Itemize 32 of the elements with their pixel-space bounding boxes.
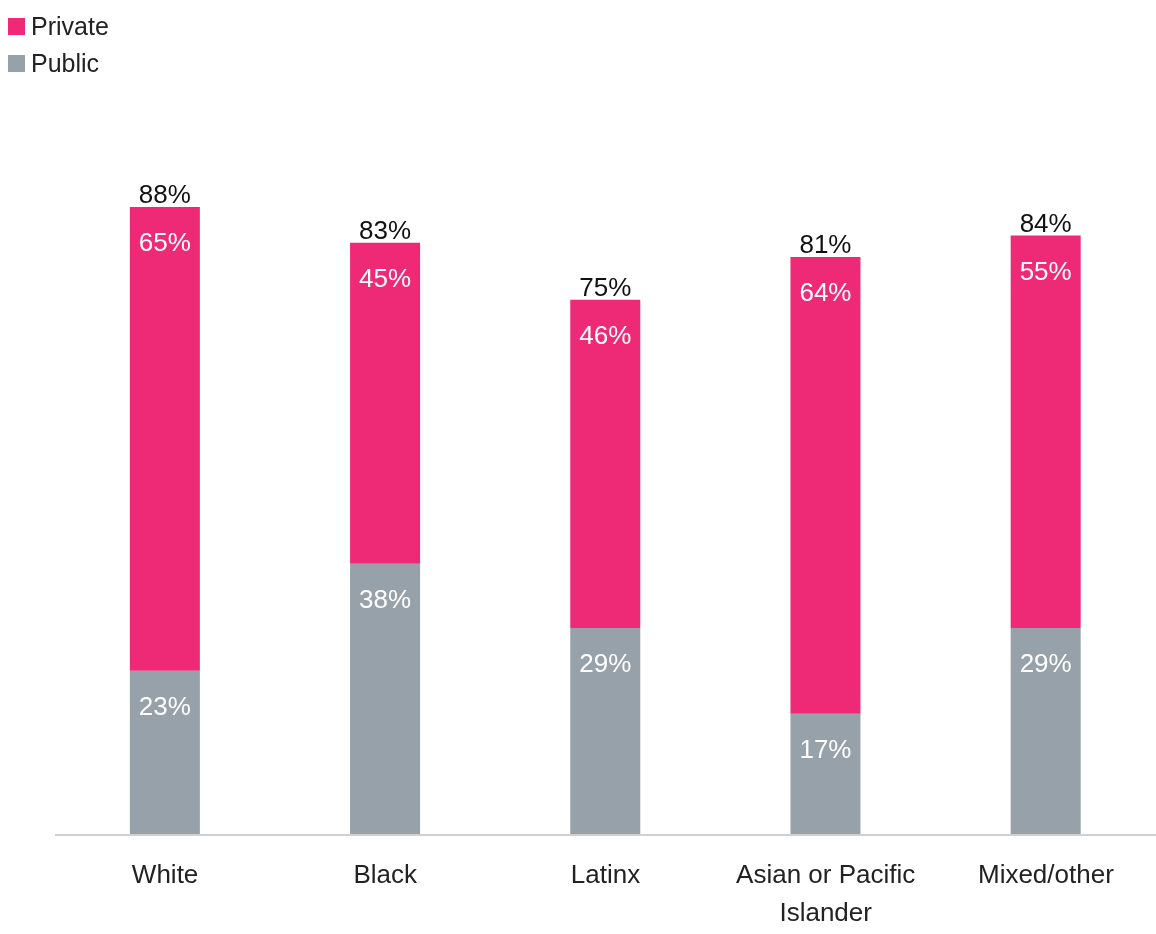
data-label: 46%: [579, 319, 632, 350]
total-label: 88%: [138, 179, 191, 209]
data-label: 29%: [579, 648, 632, 679]
legend-label: Public: [31, 48, 100, 79]
x-tick-label: White: [131, 859, 199, 889]
bar: [350, 563, 421, 835]
x-tick-label: Black: [353, 859, 419, 889]
total-label: 81%: [799, 228, 852, 259]
x-tick-label: Latinx: [570, 859, 641, 889]
bar: [1010, 235, 1081, 629]
legend-label: Private: [31, 11, 109, 42]
bar: [1010, 628, 1081, 835]
total-label: 75%: [579, 271, 632, 302]
bar: [790, 256, 861, 714]
bar: [129, 670, 200, 835]
bar: [129, 207, 200, 671]
data-label: 38%: [359, 583, 412, 614]
bar: [570, 628, 641, 835]
bar: [570, 299, 641, 629]
data-label: 29%: [1019, 648, 1072, 679]
data-label: 64%: [799, 276, 852, 307]
x-tick-label: Mixed/other: [977, 859, 1115, 889]
total-label: 83%: [359, 214, 412, 245]
bar: [790, 713, 861, 835]
bar: [350, 242, 421, 564]
data-label: 55%: [1019, 255, 1072, 286]
data-label: 65%: [138, 227, 191, 257]
data-label: 23%: [138, 690, 191, 721]
data-label: 45%: [359, 262, 412, 293]
data-label: 17%: [799, 733, 852, 764]
x-tick-label: Asian or Pacific Islander: [736, 859, 916, 927]
total-label: 84%: [1019, 207, 1072, 238]
